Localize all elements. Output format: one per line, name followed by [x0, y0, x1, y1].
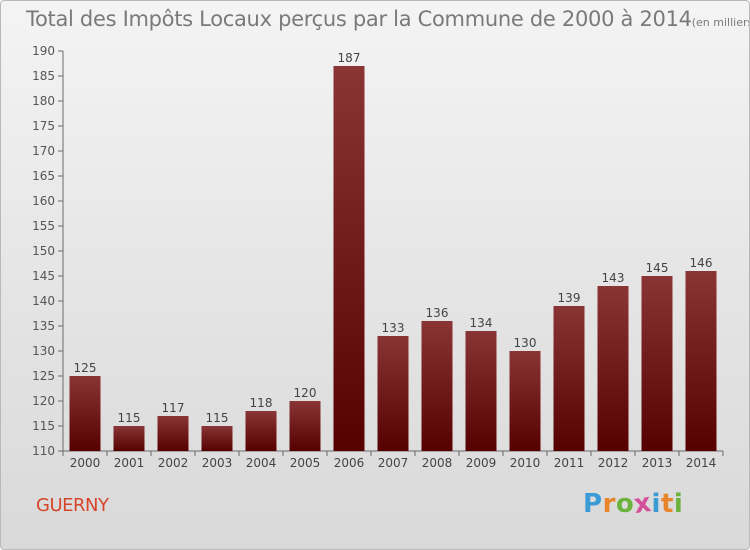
x-tick-label: 2007 — [378, 456, 409, 470]
bar-2011 — [553, 306, 585, 451]
x-tick-label: 2002 — [158, 456, 189, 470]
logo-letter: i — [673, 489, 684, 519]
x-tick-label: 2011 — [554, 456, 585, 470]
chart-labels: 2000 125 2001 115 2002 117 2003 115 2004 118 2005 1… — [70, 51, 717, 470]
y-tick-label: 150 — [32, 244, 55, 258]
y-tick-label: 170 — [32, 144, 55, 158]
y-tick-label: 145 — [32, 269, 55, 283]
bar-value-label: 143 — [602, 271, 625, 285]
bar-value-label: 134 — [470, 316, 493, 330]
x-tick-label: 2012 — [598, 456, 629, 470]
y-tick-label: 180 — [32, 94, 55, 108]
y-tick-label: 175 — [32, 119, 55, 133]
x-tick-label: 2009 — [466, 456, 497, 470]
x-tick-label: 2004 — [246, 456, 277, 470]
y-tick-label: 120 — [32, 394, 55, 408]
x-tick-label: 2001 — [114, 456, 145, 470]
logo-letter: i — [651, 489, 661, 519]
x-tick-label: 2000 — [70, 456, 101, 470]
x-tick-label: 2010 — [510, 456, 541, 470]
bar-value-label: 139 — [558, 291, 581, 305]
x-tick-label: 2005 — [290, 456, 321, 470]
bar-value-label: 145 — [646, 261, 669, 275]
logo-letter: P — [583, 489, 603, 519]
y-tick-label: 190 — [32, 44, 55, 58]
x-tick-label: 2013 — [642, 456, 673, 470]
logo-letter: r — [602, 489, 616, 519]
logo-letter: o — [615, 489, 635, 519]
y-tick-label: 115 — [32, 419, 55, 433]
x-tick-label: 2006 — [334, 456, 365, 470]
bar-value-label: 125 — [74, 361, 97, 375]
bar-2010 — [509, 351, 541, 451]
logo-letter: x — [632, 487, 654, 521]
bar-2013 — [641, 276, 673, 451]
bar-2002 — [157, 416, 189, 451]
y-tick-label: 160 — [32, 194, 55, 208]
y-tick-label: 155 — [32, 219, 55, 233]
y-tick-label: 140 — [32, 294, 55, 308]
x-tick-label: 2008 — [422, 456, 453, 470]
bar-value-label: 117 — [162, 401, 185, 415]
bar-2009 — [465, 331, 497, 451]
bar-2005 — [289, 401, 321, 451]
proxiti-logo: Proxiti — [583, 487, 684, 521]
bar-2008 — [421, 321, 453, 451]
bar-value-label: 146 — [690, 256, 713, 270]
bar-value-label: 120 — [294, 386, 317, 400]
chart-unit-label: (en milliers d'€) — [691, 16, 750, 29]
bar-value-label: 115 — [206, 411, 229, 425]
x-tick-label: 2014 — [686, 456, 717, 470]
bar-value-label: 187 — [338, 51, 361, 65]
bar-2007 — [377, 336, 409, 451]
y-tick-label: 165 — [32, 169, 55, 183]
bar-2001 — [113, 426, 145, 451]
y-tick-label: 110 — [32, 444, 55, 458]
bar-value-label: 115 — [118, 411, 141, 425]
chart-bars — [69, 66, 717, 451]
bar-value-label: 136 — [426, 306, 449, 320]
chart-title: Total des Impôts Locaux perçus par la Co… — [26, 7, 750, 31]
chart-title-text: Total des Impôts Locaux perçus par la Co… — [26, 7, 692, 31]
bar-2000 — [69, 376, 101, 451]
bar-2004 — [245, 411, 277, 451]
y-tick-label: 130 — [32, 344, 55, 358]
bar-value-label: 118 — [250, 396, 273, 410]
bar-2006 — [333, 66, 365, 451]
bar-2012 — [597, 286, 629, 451]
bar-2003 — [201, 426, 233, 451]
bar-value-label: 133 — [382, 321, 405, 335]
y-tick-label: 135 — [32, 319, 55, 333]
y-tick-label: 185 — [32, 69, 55, 83]
logo-letter: t — [660, 489, 674, 519]
x-tick-label: 2003 — [202, 456, 233, 470]
bar-value-label: 130 — [514, 336, 537, 350]
chart-axes: 110 115 120 125 130 135 140 145 150 155 160 165 170 1… — [32, 44, 724, 458]
y-tick-label: 125 — [32, 369, 55, 383]
bar-2014 — [685, 271, 717, 451]
commune-name: GUERNY — [36, 495, 109, 516]
